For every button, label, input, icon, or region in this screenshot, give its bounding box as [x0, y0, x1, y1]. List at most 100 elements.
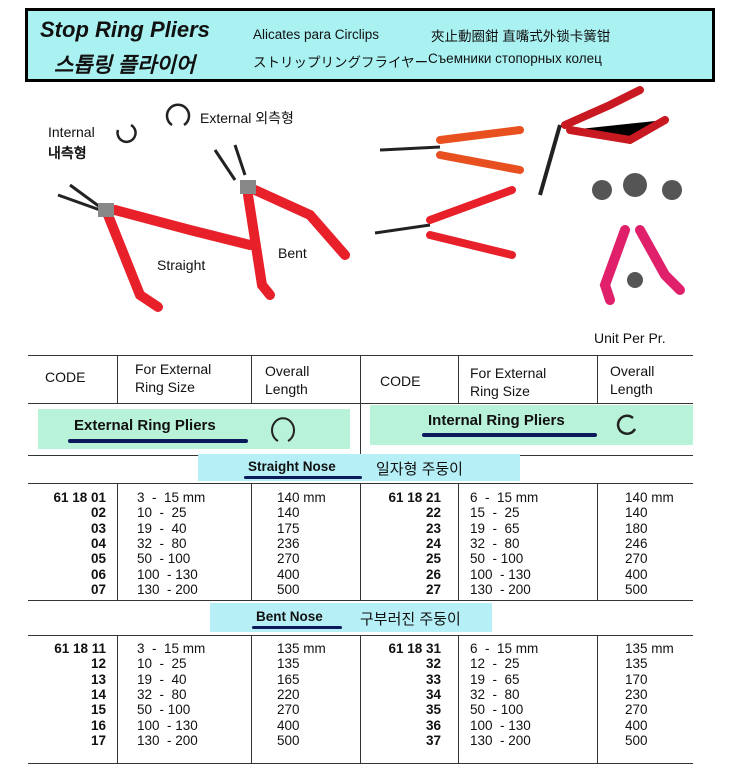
cell-code: 33: [425, 671, 441, 687]
header-length: Overall Length: [265, 363, 310, 397]
header-length-2: Overall Length: [610, 363, 655, 397]
internal-title: Internal Ring Pliers: [428, 412, 565, 429]
straight-nose-band: Straight Nose 일자형 주둥이: [198, 454, 520, 481]
cell-ring-size: 130 - 200: [470, 581, 531, 597]
cell-code: 27: [425, 581, 441, 597]
cell-length: 400: [625, 566, 648, 582]
title-ko: 스톱링 플라이어: [54, 54, 196, 77]
cell-ring-size: 10 - 25: [137, 656, 187, 672]
cell-code: 14: [90, 686, 106, 702]
cell-ring-size: 19 - 65: [470, 671, 520, 687]
cell-code: 16: [90, 717, 106, 733]
cell-length: 500: [277, 732, 300, 748]
cell-length: 140 mm: [277, 490, 326, 505]
cell-code: 06: [90, 566, 106, 582]
cell-code: 61 18 31: [388, 641, 441, 656]
title-zh: 夾止動圈鉗 直嘴式外锁卡簧钳: [431, 29, 611, 44]
cell-ring-size: 32 - 80: [137, 535, 187, 551]
cell-code: 05: [90, 551, 106, 567]
cell-ring-size: 100 - 130: [470, 566, 531, 582]
internal-pliers-images: [374, 126, 524, 259]
cell-length: 140: [277, 505, 300, 521]
straight-label: Straight: [157, 257, 206, 273]
cell-length: 135 mm: [625, 641, 674, 656]
cell-ring-size: 50 - 100: [137, 551, 191, 567]
straight-pliers-image: [57, 183, 255, 312]
external-ring-icon: [165, 103, 191, 127]
external-label: External 외측형: [200, 110, 294, 126]
bent-pliers-image: [213, 144, 350, 300]
cell-code: 22: [425, 505, 441, 521]
cell-code: 13: [90, 671, 106, 687]
cell-ring-size: 130 - 200: [137, 732, 198, 748]
cell-length: 500: [277, 581, 300, 597]
cell-ring-size: 32 - 80: [470, 686, 520, 702]
cell-ring-size: 6 - 15 mm: [470, 490, 539, 505]
cell-code: 07: [90, 581, 106, 597]
external-ring-icon: [271, 417, 295, 442]
cell-code: 15: [90, 702, 106, 718]
cell-length: 180: [625, 520, 648, 536]
cell-length: 175: [277, 520, 300, 536]
straight-title: Straight Nose: [248, 459, 336, 474]
bent-label: Bent: [278, 245, 307, 261]
cell-code: 23: [425, 520, 441, 536]
cell-ring-size: 3 - 15 mm: [137, 490, 206, 505]
cell-length: 135 mm: [277, 641, 326, 656]
cell-code: 61 18 21: [388, 490, 441, 505]
cell-ring-size: 50 - 100: [470, 551, 524, 567]
title-ja: ストリップリングフライヤー: [253, 55, 429, 70]
cell-length: 140 mm: [625, 490, 674, 505]
cell-ring-size: 19 - 40: [137, 671, 187, 687]
cell-length: 400: [277, 717, 300, 733]
bent-nose-band: Bent Nose 구부러진 주둥이: [210, 603, 492, 632]
cell-code: 36: [425, 717, 441, 733]
cell-length: 135: [625, 656, 648, 672]
cell-code: 34: [425, 686, 441, 702]
cell-code: 32: [425, 656, 441, 672]
cell-code: 61 18 11: [54, 641, 106, 656]
cell-code: 02: [90, 505, 106, 521]
cell-ring-size: 50 - 100: [137, 702, 191, 718]
cell-ring-size: 50 - 100: [470, 702, 524, 718]
cell-length: 140: [625, 505, 648, 521]
cell-ring-size: 15 - 25: [470, 505, 520, 521]
cell-length: 270: [277, 551, 300, 567]
pliers-photos: [57, 86, 685, 312]
internal-ring-icon: [616, 414, 637, 436]
internal-label-ko: 내측형: [48, 145, 87, 161]
title-ru: Съемники стопорных колец: [428, 51, 602, 66]
cell-length: 500: [625, 581, 648, 597]
title-en: Stop Ring Pliers: [40, 17, 210, 42]
cell-length: 270: [277, 702, 300, 718]
cell-ring-size: 10 - 25: [137, 505, 187, 521]
cell-length: 400: [625, 717, 648, 733]
cell-code: 25: [425, 551, 441, 567]
cell-ring-size: 100 - 130: [137, 566, 198, 582]
title-banner: Stop Ring Pliers 스톱링 플라이어 Alicates para …: [25, 8, 715, 82]
cell-code: 35: [425, 702, 441, 718]
cell-length: 220: [277, 686, 300, 702]
internal-section-band: Internal Ring Pliers: [370, 405, 693, 445]
cell-length: 500: [625, 732, 648, 748]
cell-ring-size: 100 - 130: [470, 717, 531, 733]
cell-length: 236: [277, 535, 300, 551]
cell-code: 24: [425, 535, 441, 551]
angled-pliers-image: [538, 86, 669, 196]
cell-code: 12: [90, 656, 106, 672]
cell-ring-size: 32 - 80: [137, 686, 187, 702]
cell-ring-size: 6 - 15 mm: [470, 641, 539, 656]
cell-length: 246: [625, 535, 648, 551]
header-ring-size: For External Ring Size: [135, 361, 212, 395]
unit-label: Unit Per Pr.: [594, 330, 666, 346]
cell-length: 165: [277, 671, 300, 687]
header-ring-size-2: For External Ring Size: [470, 365, 547, 399]
cell-length: 400: [277, 566, 300, 582]
pink-pliers-image: [592, 173, 685, 305]
external-section-band: External Ring Pliers: [38, 409, 350, 449]
internal-ring-icon: [116, 123, 137, 144]
cell-length: 270: [625, 702, 648, 718]
cell-code: 37: [425, 732, 441, 748]
cell-ring-size: 100 - 130: [137, 717, 198, 733]
bent-title: Bent Nose: [256, 609, 323, 624]
